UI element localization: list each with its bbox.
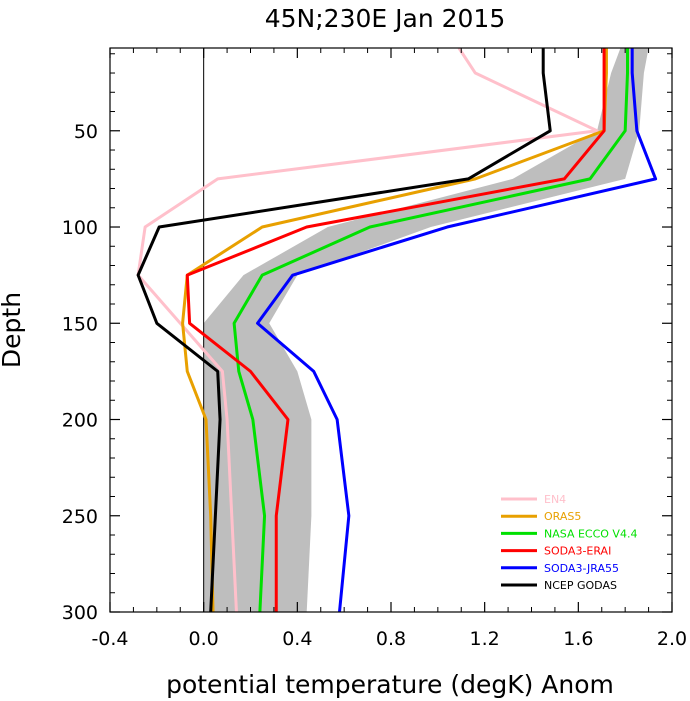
legend: EN4 ORAS5 NASA ECCO V4.4 SODA3-ERAI SODA3-JR… bbox=[501, 493, 637, 592]
y-tick-label: 200 bbox=[62, 410, 98, 432]
plot-area bbox=[109, 47, 673, 613]
x-tick-label: 1.2 bbox=[470, 628, 500, 650]
x-tick-label: -0.4 bbox=[91, 628, 128, 650]
legend-label: ORAS5 bbox=[544, 510, 581, 523]
legend-label: EN4 bbox=[544, 493, 566, 506]
series-line-soda3-jra55 bbox=[256, 48, 658, 612]
series-line-ncep-godas bbox=[136, 48, 552, 612]
x-axis-label: potential temperature (degK) Anom bbox=[166, 670, 614, 699]
legend-label: SODA3-ERAI bbox=[544, 545, 611, 558]
x-tick-label: 1.6 bbox=[563, 628, 593, 650]
series-line-soda3-erai bbox=[185, 48, 606, 612]
x-tick-label: 2.0 bbox=[657, 628, 687, 650]
y-axis: 50 100 150 200 250 300 bbox=[62, 53, 672, 624]
x-axis: -0.4 0.0 0.4 0.8 1.2 1.6 2.0 bbox=[91, 48, 687, 650]
legend-label: NASA ECCO V4.4 bbox=[544, 527, 637, 540]
y-tick-label: 150 bbox=[62, 313, 98, 335]
legend-label: NCEP GODAS bbox=[544, 579, 617, 592]
legend-label: SODA3-JRA55 bbox=[544, 562, 619, 575]
series-line-nasa-ecco-v4-4 bbox=[232, 48, 630, 612]
x-tick-label: 0.4 bbox=[282, 628, 312, 650]
x-tick-label: 0.0 bbox=[189, 628, 219, 650]
y-tick-label: 50 bbox=[74, 121, 98, 143]
y-tick-label: 100 bbox=[62, 217, 98, 239]
chart-title: 45N;230E Jan 2015 bbox=[265, 4, 506, 33]
y-tick-label: 250 bbox=[62, 506, 98, 528]
y-tick-label: 300 bbox=[62, 602, 98, 624]
x-tick-label: 0.8 bbox=[376, 628, 406, 650]
y-axis-label: Depth bbox=[0, 292, 26, 368]
